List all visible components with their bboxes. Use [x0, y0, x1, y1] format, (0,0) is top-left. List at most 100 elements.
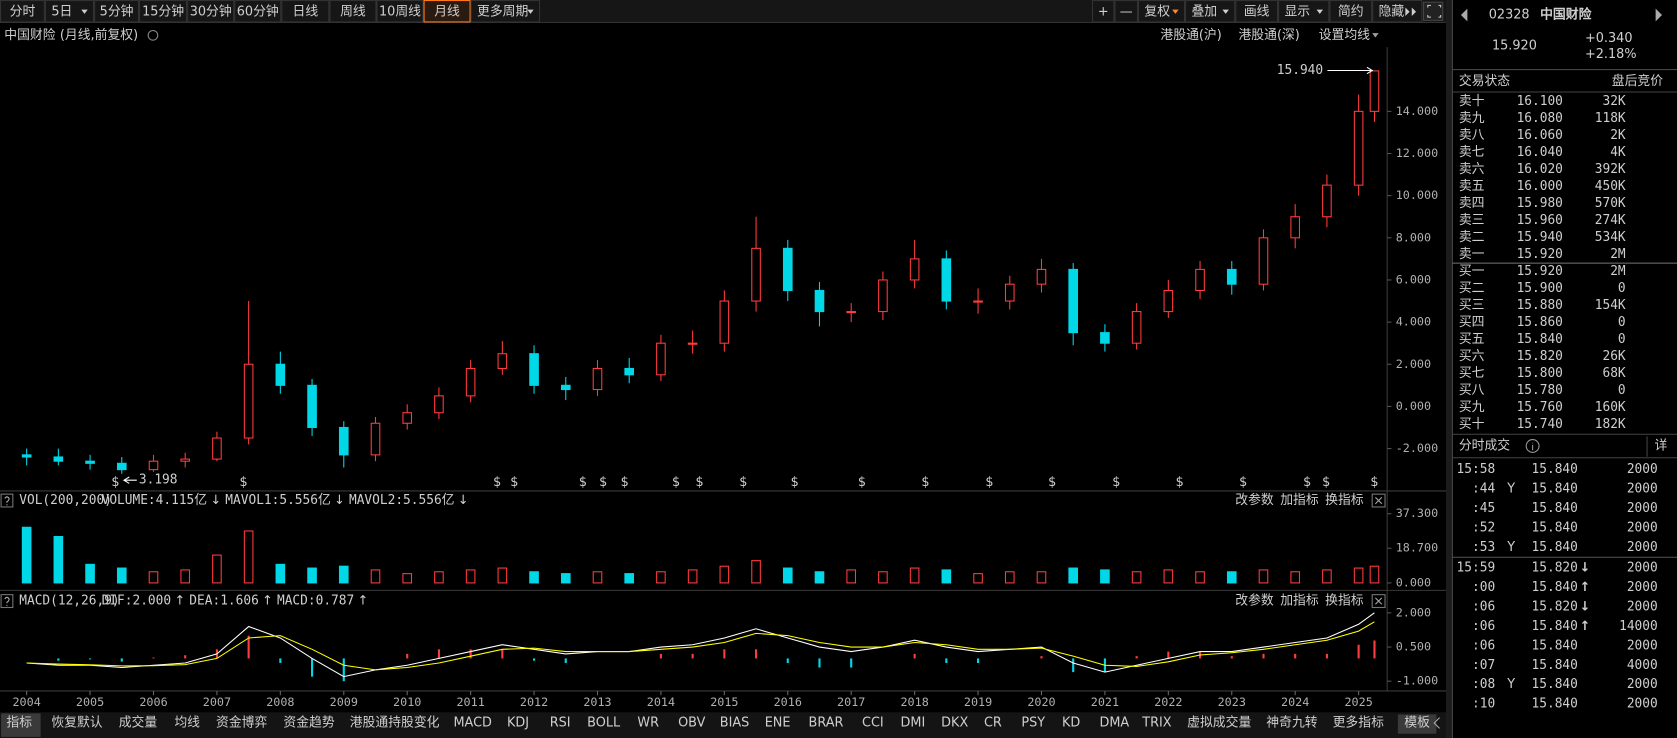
prev-arrow[interactable] [1460, 8, 1468, 22]
indicator-tab[interactable]: 资金博弈 [216, 715, 267, 731]
dropdown-arrow [81, 9, 88, 14]
indicator-tab[interactable]: WR [637, 716, 659, 731]
x-tick-label: 2024 [1281, 695, 1309, 709]
settings-icon[interactable] [147, 29, 159, 41]
header-link[interactable]: 港股通(深) [1238, 28, 1299, 43]
indicator-tab[interactable]: 均线 [174, 716, 200, 731]
help-button[interactable] [0, 594, 14, 609]
period-button[interactable] [470, 0, 541, 23]
tool-label[interactable]: 画线 [1244, 4, 1270, 19]
trades-detail[interactable]: 详 [1655, 439, 1668, 454]
period-label[interactable]: 周线 [340, 4, 366, 19]
close-button[interactable] [1371, 493, 1386, 508]
indicator-button[interactable]: 加指标 [1280, 594, 1319, 609]
indicator-tab[interactable]: 恢复默认 [51, 715, 102, 731]
indicator-tab[interactable]: BRAR [809, 716, 844, 731]
indicator-tab[interactable]: KD [1062, 716, 1080, 731]
indicator-tab[interactable]: 神奇九转 [1266, 715, 1317, 731]
indicator-button[interactable]: 加指标 [1280, 493, 1319, 508]
indicator-button[interactable]: 换指标 [1325, 594, 1364, 609]
help-button[interactable] [0, 493, 14, 508]
period-button[interactable] [423, 0, 471, 23]
y-tick-label: 37.300 [1396, 506, 1438, 520]
indicator-button[interactable]: 改参数 [1235, 593, 1274, 609]
dividend-marker: $ [1048, 475, 1056, 490]
book-volume: 68K [1602, 366, 1625, 381]
period-label[interactable]: 5日 [51, 4, 72, 19]
period-label[interactable]: 分时 [10, 4, 36, 19]
indicator-tab[interactable]: 更多指标 [1333, 716, 1384, 731]
y-tick-label: 14.000 [1396, 104, 1438, 118]
volume-bar [592, 571, 603, 584]
x-tick-label: 2020 [1027, 695, 1055, 709]
tool-label[interactable]: — [1120, 4, 1133, 19]
period-label[interactable]: 更多周期 [477, 4, 528, 19]
template-button[interactable] [1397, 714, 1437, 734]
indicator-tab[interactable]: 虚拟成交量 [1187, 715, 1251, 731]
tool-label[interactable]: 隐藏 [1379, 4, 1405, 19]
trade-time: :07 [1472, 658, 1495, 673]
indicator-tab[interactable]: KDJ [507, 716, 529, 731]
indicator-tab[interactable]: DKX [941, 716, 968, 731]
period-button[interactable] [139, 0, 188, 23]
period-label[interactable]: 日线 [293, 4, 319, 19]
period-button[interactable] [376, 0, 424, 23]
indicator-tab[interactable]: ENE [765, 716, 791, 731]
tool-button[interactable] [1185, 0, 1236, 23]
period-button[interactable] [281, 0, 330, 23]
tool-button[interactable] [1235, 0, 1279, 23]
indicator-tab[interactable]: DMI [901, 716, 926, 731]
tool-label[interactable]: 显示 [1284, 4, 1310, 19]
indicator-tab[interactable]: 成交量 [119, 715, 158, 731]
header-link[interactable]: 港股通(沪) [1160, 28, 1221, 43]
tool-label[interactable]: 复权 [1144, 3, 1170, 19]
tool-button[interactable] [1091, 0, 1115, 23]
book-volume: 534K [1595, 230, 1626, 245]
indicator-tab[interactable]: CCI [862, 716, 884, 731]
indicator-tab[interactable]: OBV [678, 716, 706, 731]
tool-button[interactable] [1329, 0, 1373, 23]
period-label[interactable]: 5分钟 [100, 3, 134, 19]
legend-arrow: ↓ [458, 493, 469, 508]
tool-button[interactable] [1372, 0, 1423, 23]
indicator-tab[interactable]: TRIX [1141, 716, 1172, 731]
x-tick-label: 2004 [12, 695, 40, 709]
tool-button[interactable] [1278, 0, 1330, 23]
tool-label[interactable]: + [1098, 4, 1109, 19]
indicator-tab[interactable]: CR [984, 716, 1002, 731]
dividend-marker: $ [1303, 475, 1311, 490]
close-button[interactable] [1371, 594, 1386, 609]
tool-button[interactable] [1114, 0, 1138, 23]
period-label[interactable]: 30分钟 [190, 3, 232, 19]
header-link[interactable]: 设置均线 [1319, 28, 1370, 43]
indicator-tab[interactable]: BOLL [587, 716, 621, 731]
indicator-tab[interactable]: RSI [550, 716, 571, 731]
period-button[interactable] [234, 0, 282, 23]
period-button[interactable] [0, 0, 45, 23]
period-button[interactable] [44, 0, 95, 23]
scroll-left[interactable] [1433, 717, 1440, 729]
period-label[interactable]: 15分钟 [142, 3, 184, 19]
indicator-tab[interactable]: BIAS [720, 716, 750, 731]
indicator-tab[interactable]: 资金趋势 [283, 715, 334, 731]
next-arrow[interactable] [1655, 8, 1663, 22]
indicator-button[interactable]: 换指标 [1325, 493, 1364, 508]
indicator-tab[interactable]: 港股通持股变化 [350, 715, 440, 731]
indicator-button[interactable]: 改参数 [1235, 492, 1274, 508]
indicator-tab[interactable]: DMA [1099, 716, 1129, 731]
tool-label[interactable]: 叠加 [1191, 4, 1217, 19]
indicator-tab[interactable]: 指标 [6, 716, 32, 731]
info-icon[interactable] [1525, 439, 1540, 453]
indicator-tab[interactable]: PSY [1021, 716, 1045, 731]
period-button[interactable] [94, 0, 140, 23]
period-button[interactable] [329, 0, 377, 23]
period-label[interactable]: 10周线 [379, 4, 421, 19]
template-label[interactable]: 模板 [1404, 716, 1430, 731]
indicator-tab[interactable]: MACD [453, 716, 492, 731]
tool-button[interactable] [1137, 0, 1186, 23]
tool-label[interactable]: 简约 [1338, 4, 1364, 19]
period-label[interactable]: 月线 [434, 4, 460, 19]
period-label[interactable]: 60分钟 [237, 3, 279, 19]
period-button[interactable] [187, 0, 235, 23]
splitter[interactable] [1445, 0, 1453, 738]
